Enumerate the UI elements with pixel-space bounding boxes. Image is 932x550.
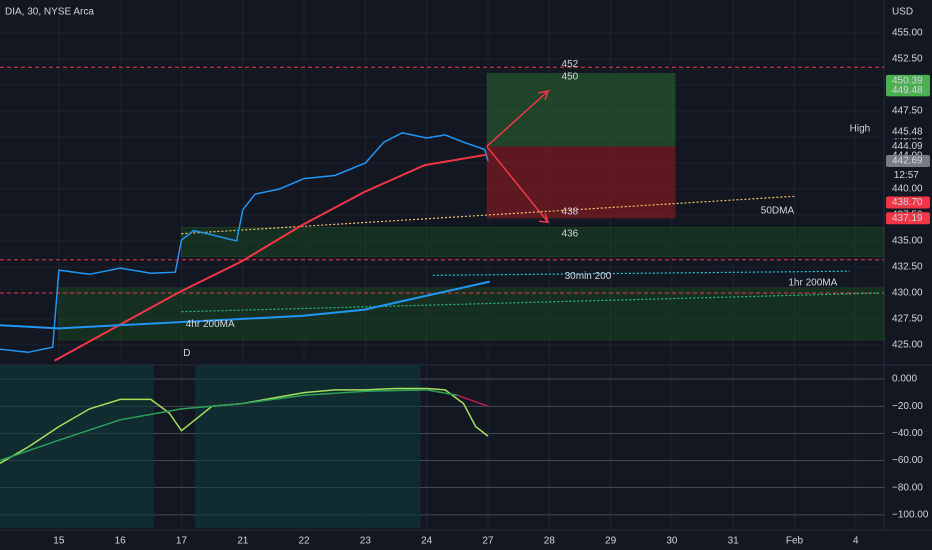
price-label-box — [886, 155, 930, 168]
y-tick-label: 452.50 — [892, 54, 923, 65]
trend-line — [181, 292, 881, 313]
series-line — [0, 132, 489, 354]
x-tick-label: 27 — [482, 536, 494, 547]
price-label: 444.09 — [892, 141, 923, 152]
y-tick-label: 447.50 — [892, 106, 923, 117]
y-tick-label: 430.00 — [892, 288, 923, 299]
annotation: 436 — [562, 228, 579, 239]
price-label-box — [886, 74, 930, 87]
y-tick-label: 427.50 — [892, 314, 923, 325]
x-tick-label: 24 — [421, 536, 433, 547]
x-tick-label: Feb — [786, 536, 804, 547]
y-tick-label: 0.000 — [892, 374, 917, 385]
trend-line — [432, 270, 850, 276]
price-label-box — [886, 212, 930, 225]
y-tick-label: −100.00 — [892, 510, 929, 521]
x-tick-label: 29 — [605, 536, 617, 547]
price-label-box — [886, 125, 930, 138]
x-tick-label: 30 — [666, 536, 678, 547]
price-label-box — [886, 196, 930, 209]
annotation: 4hr 200MA — [186, 319, 235, 330]
price-label-box — [886, 84, 930, 97]
x-tick-label: 31 — [728, 536, 740, 547]
zone — [58, 287, 885, 341]
currency: USD — [892, 7, 913, 18]
annotation: 452 — [562, 59, 579, 70]
x-tick-label: 17 — [176, 536, 188, 547]
x-tick-label: 4 — [853, 536, 859, 547]
y-tick-label: −80.00 — [892, 482, 923, 493]
y-tick-label: −60.00 — [892, 455, 923, 466]
zone — [180, 226, 885, 258]
annotation: 50DMA — [761, 205, 795, 216]
price-label: 442.69 — [892, 156, 923, 167]
price-label: 449.48 — [892, 85, 923, 96]
y-tick-label: 455.00 — [892, 28, 923, 39]
x-tick-label: 22 — [299, 536, 311, 547]
arrow-down — [486, 145, 550, 224]
annotation: D — [183, 348, 190, 359]
price-label: 445.48 — [892, 127, 923, 138]
target-zone — [486, 73, 676, 147]
annotation: 438 — [562, 207, 579, 218]
series-line — [54, 153, 487, 362]
annotation: 1hr 200MA — [788, 277, 837, 288]
price-label: 437.19 — [892, 213, 923, 224]
y-tick-label: −40.00 — [892, 428, 923, 439]
price-label: 438.70 — [892, 197, 923, 208]
x-tick-label: 16 — [115, 536, 127, 547]
stop-zone — [486, 146, 676, 219]
x-tick-label: 23 — [360, 536, 372, 547]
annotation: High — [850, 123, 871, 134]
annotation: 450 — [562, 71, 579, 82]
y-tick-label: 432.50 — [892, 262, 923, 273]
series-line — [0, 280, 491, 330]
y-tick-label: −20.00 — [892, 401, 923, 412]
price-label: 450.39 — [892, 76, 923, 87]
x-tick-label: 28 — [544, 536, 556, 547]
y-tick-label: 440.00 — [892, 184, 923, 195]
series-line — [0, 389, 458, 462]
y-tick-label: 425.00 — [892, 340, 923, 351]
y-tick-label: 435.00 — [892, 236, 923, 247]
arrow-up — [486, 89, 551, 148]
shaded-range — [0, 365, 154, 528]
annotation: 12:57 — [894, 170, 919, 181]
x-tick-label: 15 — [53, 536, 65, 547]
price-label-box — [886, 140, 930, 153]
annotation: 30min 200 — [565, 271, 612, 282]
x-tick-label: 21 — [237, 536, 249, 547]
series-line — [457, 394, 489, 407]
chart-title: DIA, 30, NYSE Arca — [5, 7, 94, 18]
